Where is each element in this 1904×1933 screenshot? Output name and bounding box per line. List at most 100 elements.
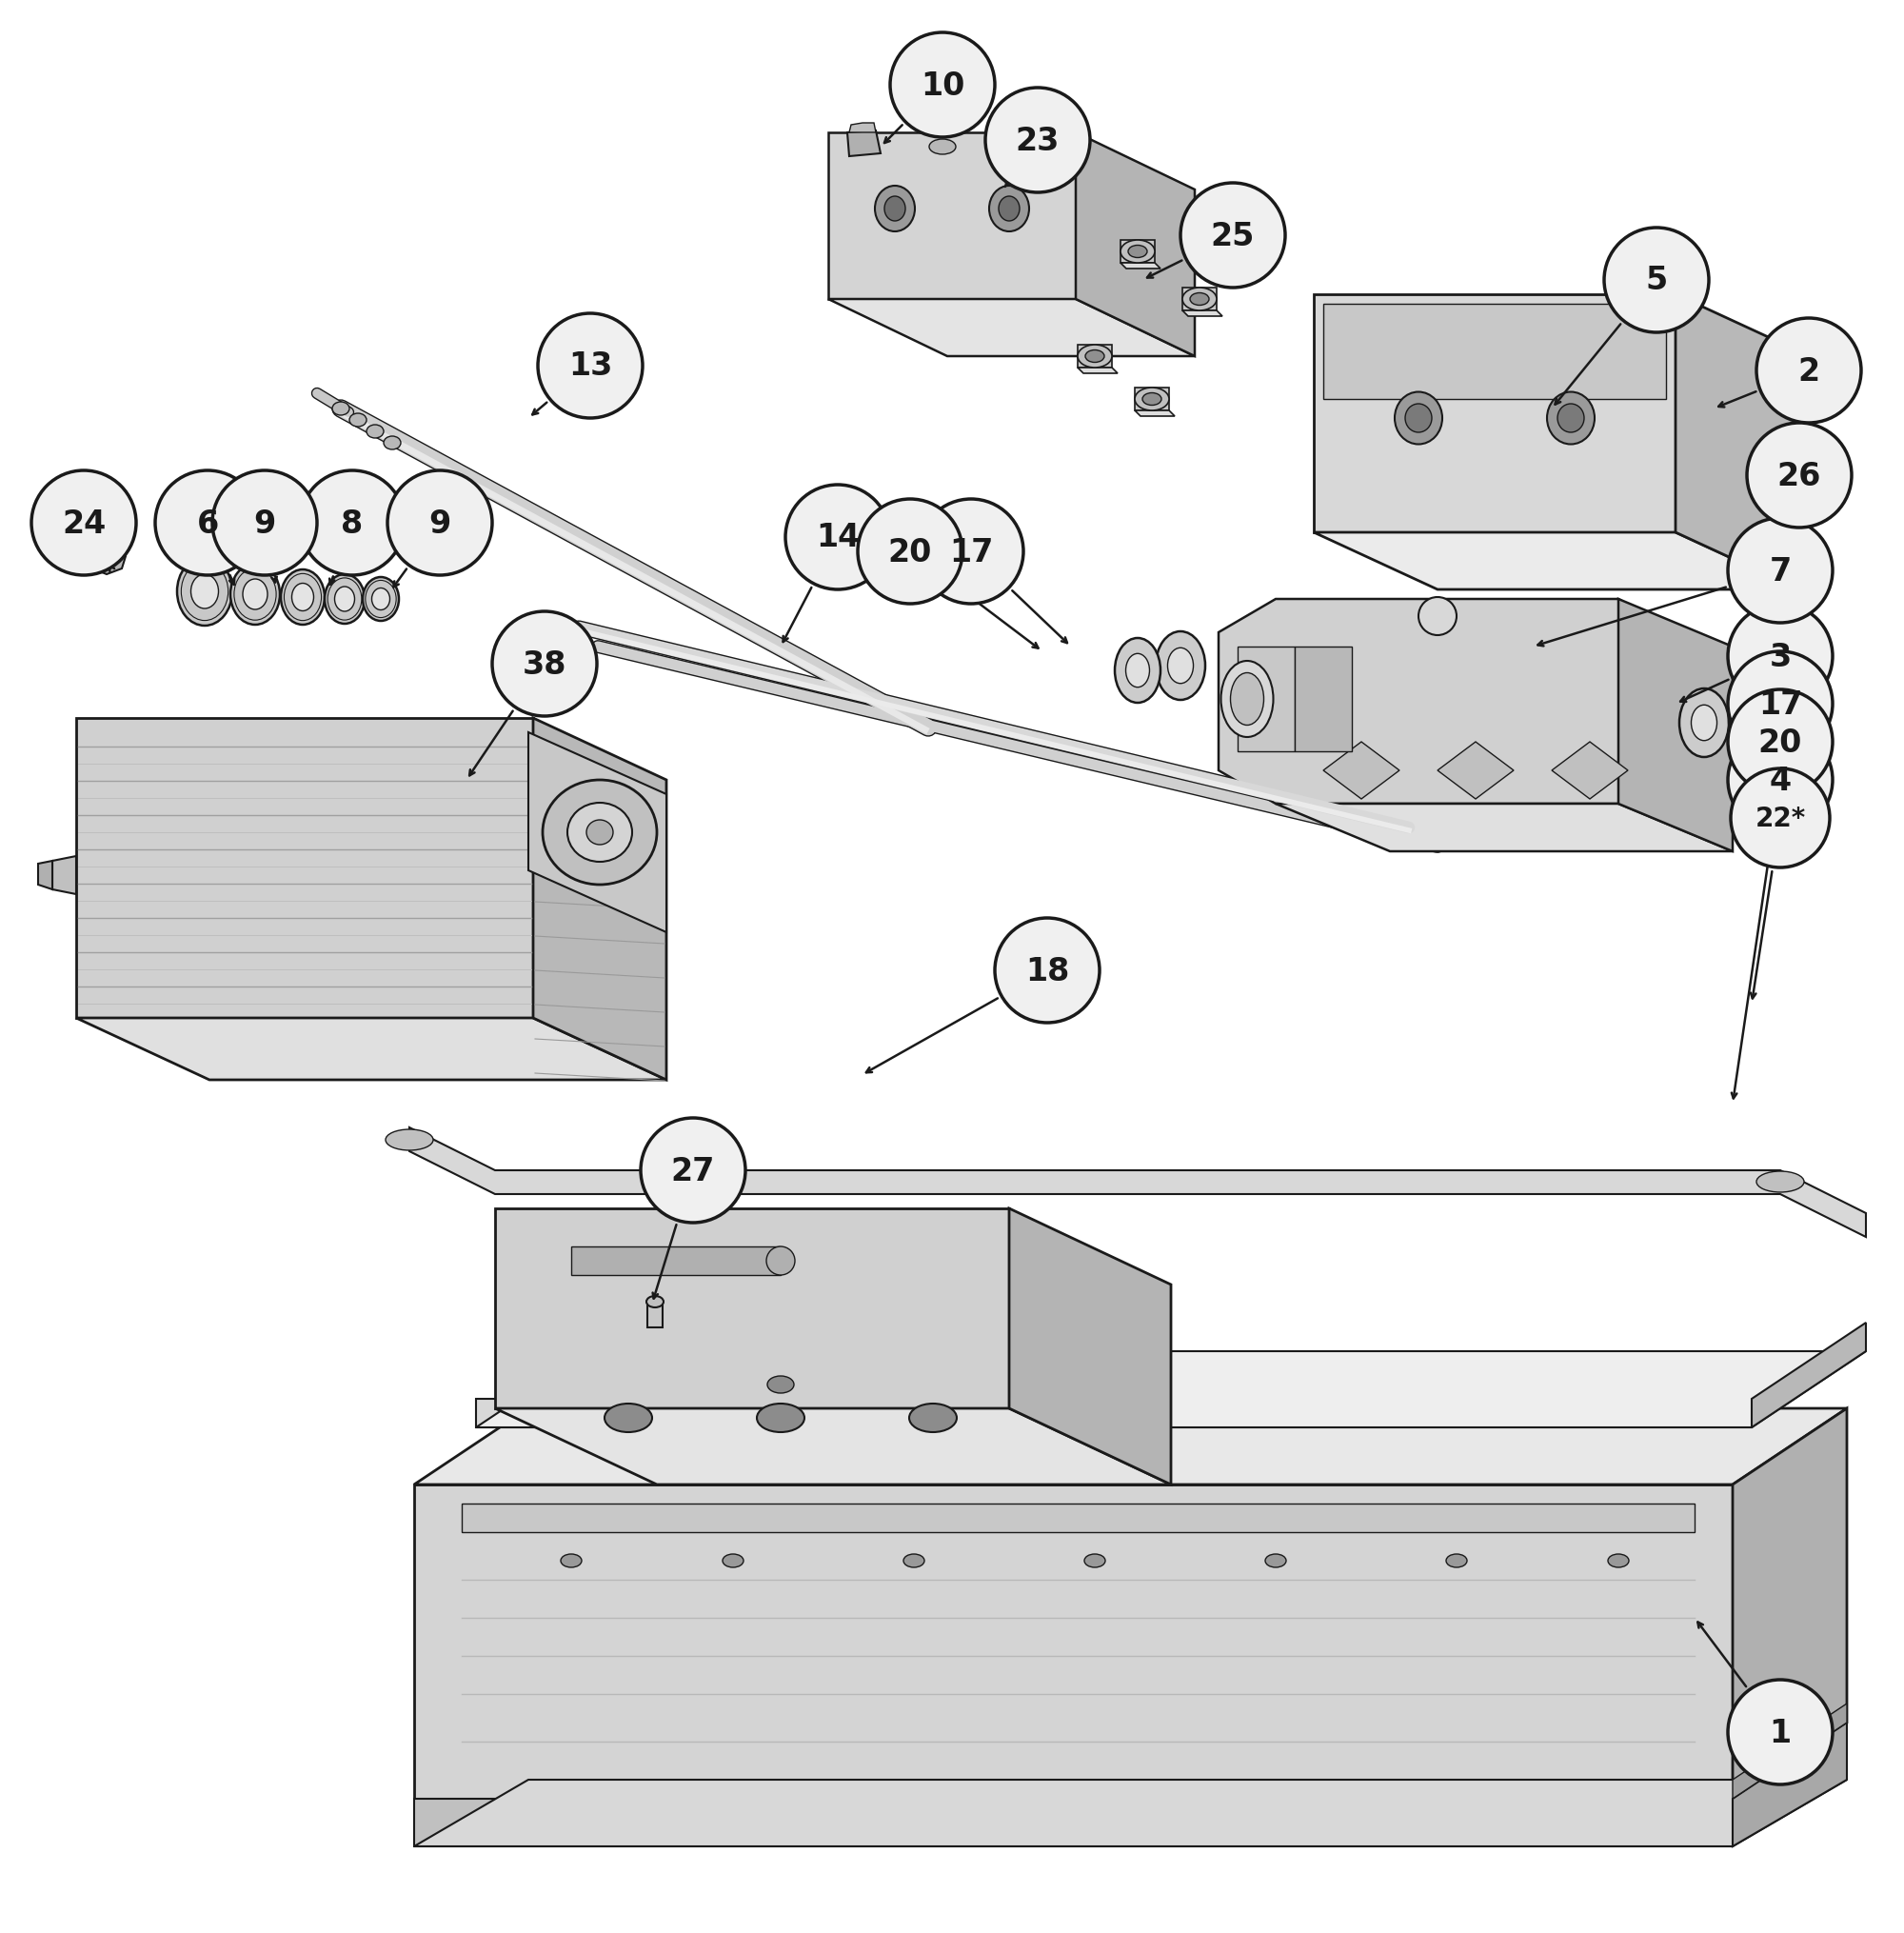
Ellipse shape: [586, 820, 613, 845]
Text: 23: 23: [1015, 126, 1061, 157]
Ellipse shape: [230, 564, 280, 624]
Ellipse shape: [758, 1403, 803, 1432]
Circle shape: [301, 472, 406, 576]
Polygon shape: [647, 1305, 663, 1328]
Text: 8: 8: [341, 508, 364, 539]
Polygon shape: [1276, 804, 1733, 852]
Polygon shape: [415, 1485, 1733, 1800]
Ellipse shape: [1156, 632, 1205, 700]
Ellipse shape: [904, 1554, 925, 1568]
Text: 4: 4: [1769, 765, 1792, 796]
Circle shape: [213, 472, 318, 576]
Polygon shape: [1120, 242, 1154, 263]
Text: 26: 26: [1776, 460, 1822, 491]
Polygon shape: [1120, 263, 1161, 269]
Polygon shape: [1733, 1703, 1847, 1800]
Ellipse shape: [1691, 706, 1717, 740]
Ellipse shape: [385, 437, 402, 450]
Ellipse shape: [1776, 485, 1801, 505]
Ellipse shape: [190, 574, 219, 609]
Ellipse shape: [876, 188, 914, 232]
Circle shape: [388, 472, 493, 576]
Polygon shape: [495, 1208, 1009, 1409]
Text: 17: 17: [948, 535, 994, 568]
Text: 9: 9: [428, 508, 451, 539]
Ellipse shape: [1607, 1554, 1630, 1568]
Ellipse shape: [1740, 704, 1763, 736]
Ellipse shape: [282, 570, 326, 624]
Ellipse shape: [1190, 294, 1209, 305]
Text: 17: 17: [1757, 688, 1803, 719]
Ellipse shape: [929, 139, 956, 155]
Circle shape: [1755, 319, 1860, 423]
Circle shape: [857, 499, 963, 605]
Circle shape: [1727, 518, 1832, 624]
Ellipse shape: [1782, 489, 1795, 501]
Text: 20: 20: [887, 535, 933, 568]
Circle shape: [1727, 605, 1832, 709]
Polygon shape: [86, 537, 126, 574]
Ellipse shape: [1085, 1554, 1104, 1568]
Polygon shape: [1219, 599, 1676, 804]
Polygon shape: [38, 862, 53, 889]
Polygon shape: [1752, 1322, 1866, 1428]
Polygon shape: [828, 133, 1076, 300]
Ellipse shape: [177, 559, 232, 626]
Polygon shape: [1295, 648, 1352, 752]
Text: 24: 24: [61, 508, 107, 539]
Polygon shape: [828, 300, 1196, 358]
Ellipse shape: [1116, 638, 1161, 704]
Ellipse shape: [990, 188, 1028, 232]
Text: 9: 9: [253, 508, 276, 539]
Circle shape: [786, 485, 891, 590]
Text: 2: 2: [1797, 356, 1820, 387]
Polygon shape: [533, 719, 666, 1081]
Circle shape: [1727, 690, 1832, 794]
Text: 5: 5: [1645, 265, 1668, 296]
Ellipse shape: [1167, 648, 1194, 684]
Polygon shape: [76, 1019, 666, 1081]
Ellipse shape: [1230, 673, 1264, 725]
Circle shape: [1731, 769, 1830, 868]
Circle shape: [32, 472, 137, 576]
Ellipse shape: [367, 425, 385, 439]
Text: 27: 27: [670, 1154, 716, 1187]
Polygon shape: [1552, 742, 1628, 800]
Polygon shape: [415, 1780, 1847, 1846]
Circle shape: [642, 1119, 746, 1224]
Polygon shape: [476, 1399, 1752, 1428]
Ellipse shape: [1394, 392, 1443, 445]
Ellipse shape: [1127, 245, 1146, 259]
Text: 20: 20: [1757, 727, 1803, 758]
Polygon shape: [1323, 305, 1666, 400]
Circle shape: [994, 918, 1101, 1023]
Text: 13: 13: [567, 350, 613, 383]
Text: 1: 1: [1769, 1717, 1792, 1747]
Polygon shape: [849, 124, 876, 133]
Circle shape: [1727, 1680, 1832, 1784]
Text: 3: 3: [1769, 642, 1792, 673]
Circle shape: [1418, 597, 1457, 636]
Polygon shape: [1438, 742, 1514, 800]
Ellipse shape: [605, 1403, 653, 1432]
Ellipse shape: [1729, 688, 1775, 752]
Polygon shape: [571, 1247, 781, 1276]
Ellipse shape: [1078, 346, 1112, 369]
Ellipse shape: [562, 1554, 583, 1568]
Circle shape: [986, 89, 1089, 193]
Ellipse shape: [998, 197, 1021, 222]
Ellipse shape: [350, 414, 367, 427]
Polygon shape: [1009, 1208, 1171, 1485]
Ellipse shape: [371, 590, 390, 611]
Polygon shape: [1238, 648, 1295, 752]
Polygon shape: [1323, 742, 1399, 800]
Ellipse shape: [1085, 350, 1104, 363]
Ellipse shape: [1036, 164, 1059, 176]
Polygon shape: [476, 1351, 1866, 1428]
Text: 18: 18: [1024, 955, 1070, 986]
Circle shape: [156, 472, 261, 576]
Polygon shape: [1135, 412, 1175, 418]
Polygon shape: [1314, 296, 1676, 534]
Ellipse shape: [765, 1247, 796, 1276]
Ellipse shape: [326, 574, 366, 624]
